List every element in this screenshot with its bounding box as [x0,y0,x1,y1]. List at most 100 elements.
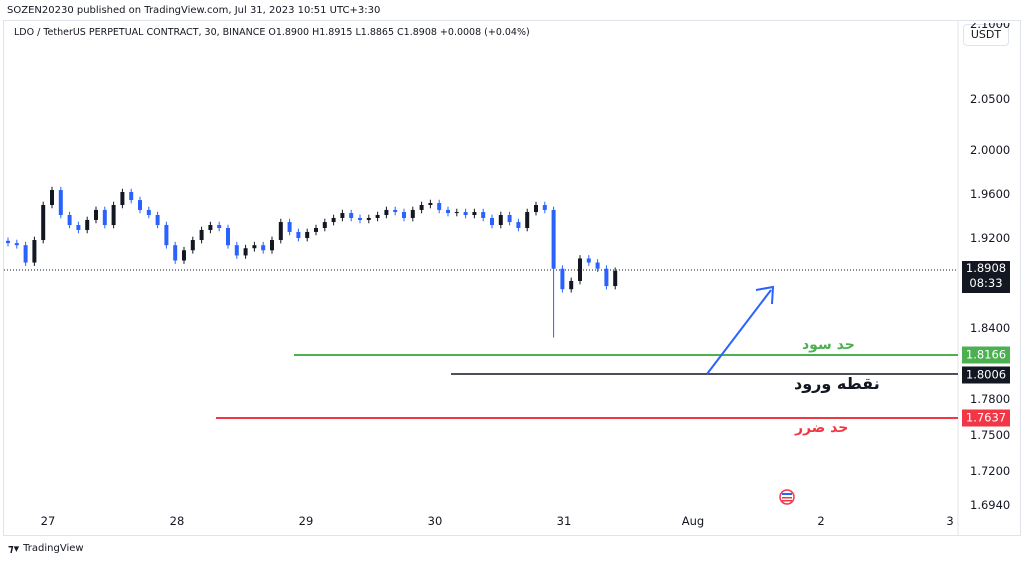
candle [375,215,380,218]
candle [67,215,72,226]
candle [578,258,582,281]
candle [613,270,618,287]
y-tick: 1.8400 [970,321,1011,335]
y-tick: 2.0000 [970,143,1011,157]
y-tick: 1.7200 [970,464,1011,478]
candle [32,240,37,263]
candle [358,217,362,220]
candle [516,222,521,228]
brand-name: TradingView [23,543,84,554]
candle [402,212,406,218]
candle [498,215,503,226]
candle [437,203,442,210]
stop-loss-badge: 1.7637 [962,409,1010,427]
candle [182,250,186,261]
candle [155,215,160,226]
candle [534,205,538,213]
candle [410,209,415,218]
candle [384,209,389,216]
last-price: 1.8908 [965,261,1007,275]
entry-label: نقطه ورود [794,374,880,393]
candle [120,192,125,205]
candle [349,213,354,218]
candle [199,229,204,241]
candle [14,243,19,246]
candle [595,262,600,269]
candle [314,227,318,232]
x-tick: 30 [427,514,443,528]
candle [463,212,468,216]
take-profit-badge: 1.8166 [962,346,1010,364]
arrow-drawing[interactable] [706,285,775,375]
candle [41,205,46,241]
y-tick: 2.0500 [970,92,1011,106]
candle [270,240,274,251]
x-tick: Aug [681,514,705,528]
x-tick: 28 [169,514,185,528]
y-tick: 1.9600 [970,187,1011,201]
candle [490,217,494,226]
x-tick: 3 [946,514,954,528]
candle [331,217,336,223]
candle [58,190,63,216]
candle [481,212,486,218]
x-tick: 29 [298,514,314,528]
candle [6,240,10,244]
tradingview-footer[interactable]: ⁊▾ TradingView [8,542,84,555]
candle [102,209,107,226]
candle [217,225,222,228]
candle [542,205,547,210]
candle [296,231,301,238]
candle [472,212,477,216]
candle [76,225,81,230]
candle [111,205,116,226]
last-price-badge: 1.8908 08:33 [962,261,1010,293]
candle [243,248,248,256]
candle [446,209,450,214]
candle [226,227,230,246]
candle [85,219,90,230]
bar-countdown: 08:33 [969,276,1003,290]
candle [454,212,459,214]
entry-badge: 1.8006 [962,366,1010,384]
candle [393,209,398,213]
y-tick: 1.6940 [970,498,1011,512]
candle [507,215,512,223]
y-tick: 1.7800 [970,392,1011,406]
candle [23,245,28,263]
chart-frame [3,20,1021,536]
y-tick: 2.1000 [970,23,1011,31]
publish-info: SOZEN20230 published on TradingView.com,… [7,5,381,16]
candle [208,225,213,230]
tradingview-logo-icon: ⁊▾ [8,542,20,555]
candle [173,245,178,261]
candle [428,203,433,205]
candle [50,190,54,205]
candle [164,225,169,246]
candle [419,205,424,210]
candle [305,231,310,238]
y-tick: 1.7500 [970,428,1011,442]
candle [604,268,609,287]
candle [234,245,239,256]
candle [138,200,142,210]
us-flag-event-icon[interactable] [779,489,795,505]
symbol-legend: LDO / TetherUS PERPETUAL CONTRACT, 30, B… [14,27,530,38]
y-tick: 1.9200 [970,231,1011,245]
candle [261,245,266,251]
candle [569,280,574,290]
stop-loss-label: حد ضرر [795,420,849,436]
candle [560,268,565,290]
x-tick: 31 [556,514,572,528]
candle [129,192,134,201]
candle [94,209,98,220]
candle [525,212,530,228]
candle [190,240,195,251]
currency-button[interactable]: USDT [963,24,1009,46]
candle [340,213,345,218]
take-profit-label: حد سود [802,337,855,353]
candle [322,222,327,228]
candle [287,222,292,232]
candle [586,258,591,263]
